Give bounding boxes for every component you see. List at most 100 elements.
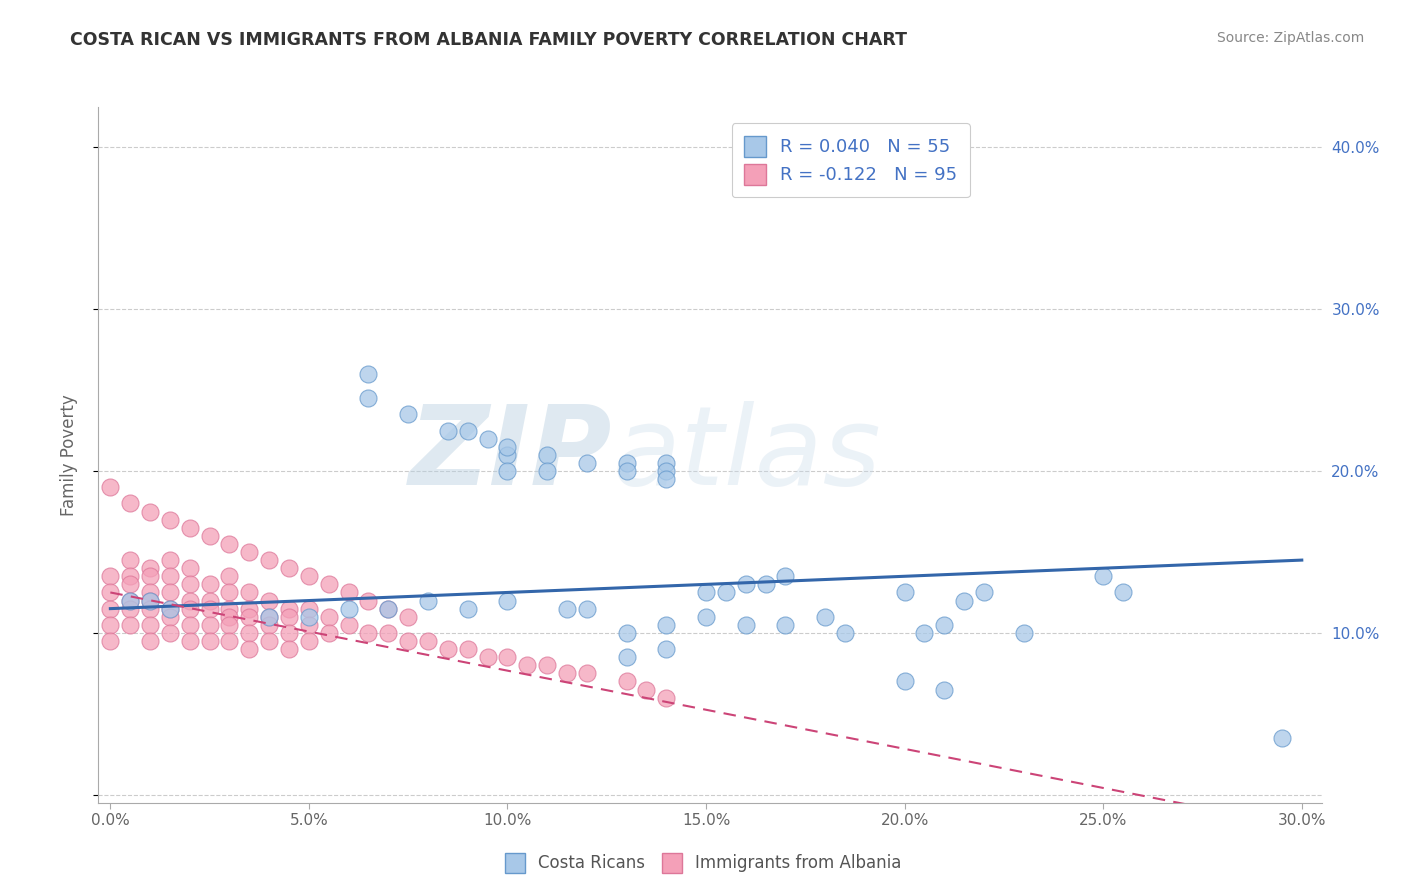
Point [337, 585, 360, 599]
Point [179, 577, 201, 591]
Point [357, 392, 380, 406]
Point [953, 593, 976, 607]
Point [198, 617, 221, 632]
Text: COSTA RICAN VS IMMIGRANTS FROM ALBANIA FAMILY POVERTY CORRELATION CHART: COSTA RICAN VS IMMIGRANTS FROM ALBANIA F… [70, 31, 907, 49]
Point [179, 593, 201, 607]
Point [496, 440, 519, 454]
Point [298, 601, 321, 615]
Point [120, 617, 142, 632]
Point [714, 585, 737, 599]
Point [496, 650, 519, 665]
Point [257, 593, 280, 607]
Point [257, 553, 280, 567]
Point [775, 569, 797, 583]
Point [655, 617, 678, 632]
Point [477, 650, 499, 665]
Point [734, 617, 756, 632]
Point [318, 626, 340, 640]
Point [616, 456, 638, 470]
Point [159, 569, 181, 583]
Point [655, 456, 678, 470]
Point [616, 626, 638, 640]
Point [179, 561, 201, 575]
Point [238, 585, 260, 599]
Point [278, 642, 301, 657]
Point [238, 626, 260, 640]
Point [139, 634, 162, 648]
Point [179, 617, 201, 632]
Point [973, 585, 995, 599]
Point [396, 609, 419, 624]
Point [496, 448, 519, 462]
Text: Source: ZipAtlas.com: Source: ZipAtlas.com [1216, 31, 1364, 45]
Point [257, 609, 280, 624]
Point [238, 545, 260, 559]
Point [775, 617, 797, 632]
Point [159, 609, 181, 624]
Point [396, 408, 419, 422]
Point [98, 480, 121, 494]
Point [437, 424, 460, 438]
Point [536, 658, 558, 673]
Point [893, 585, 915, 599]
Point [377, 626, 399, 640]
Point [218, 609, 240, 624]
Point [416, 593, 439, 607]
Point [337, 601, 360, 615]
Point [396, 634, 419, 648]
Point [298, 617, 321, 632]
Text: atlas: atlas [612, 401, 880, 508]
Point [218, 617, 240, 632]
Point [457, 424, 479, 438]
Point [179, 601, 201, 615]
Point [120, 569, 142, 583]
Point [934, 617, 956, 632]
Point [159, 601, 181, 615]
Point [179, 634, 201, 648]
Point [159, 626, 181, 640]
Point [198, 601, 221, 615]
Point [257, 617, 280, 632]
Point [834, 626, 856, 640]
Legend: Costa Ricans, Immigrants from Albania: Costa Ricans, Immigrants from Albania [498, 847, 908, 880]
Point [257, 634, 280, 648]
Point [695, 585, 717, 599]
Point [218, 569, 240, 583]
Point [636, 682, 658, 697]
Point [734, 577, 756, 591]
Point [893, 674, 915, 689]
Point [555, 601, 578, 615]
Point [496, 593, 519, 607]
Point [120, 577, 142, 591]
Point [98, 585, 121, 599]
Point [357, 367, 380, 381]
Point [377, 601, 399, 615]
Point [755, 577, 778, 591]
Point [120, 593, 142, 607]
Point [655, 472, 678, 486]
Point [655, 464, 678, 478]
Point [1112, 585, 1135, 599]
Point [159, 601, 181, 615]
Point [159, 553, 181, 567]
Point [437, 642, 460, 657]
Point [198, 529, 221, 543]
Point [934, 682, 956, 697]
Point [120, 496, 142, 510]
Point [257, 609, 280, 624]
Point [98, 617, 121, 632]
Point [198, 634, 221, 648]
Point [377, 601, 399, 615]
Y-axis label: Family Poverty: Family Poverty [59, 394, 77, 516]
Point [179, 521, 201, 535]
Point [98, 601, 121, 615]
Point [496, 464, 519, 478]
Point [655, 642, 678, 657]
Point [120, 553, 142, 567]
Point [695, 609, 717, 624]
Point [1271, 731, 1294, 745]
Point [318, 577, 340, 591]
Point [278, 601, 301, 615]
Point [318, 609, 340, 624]
Point [139, 617, 162, 632]
